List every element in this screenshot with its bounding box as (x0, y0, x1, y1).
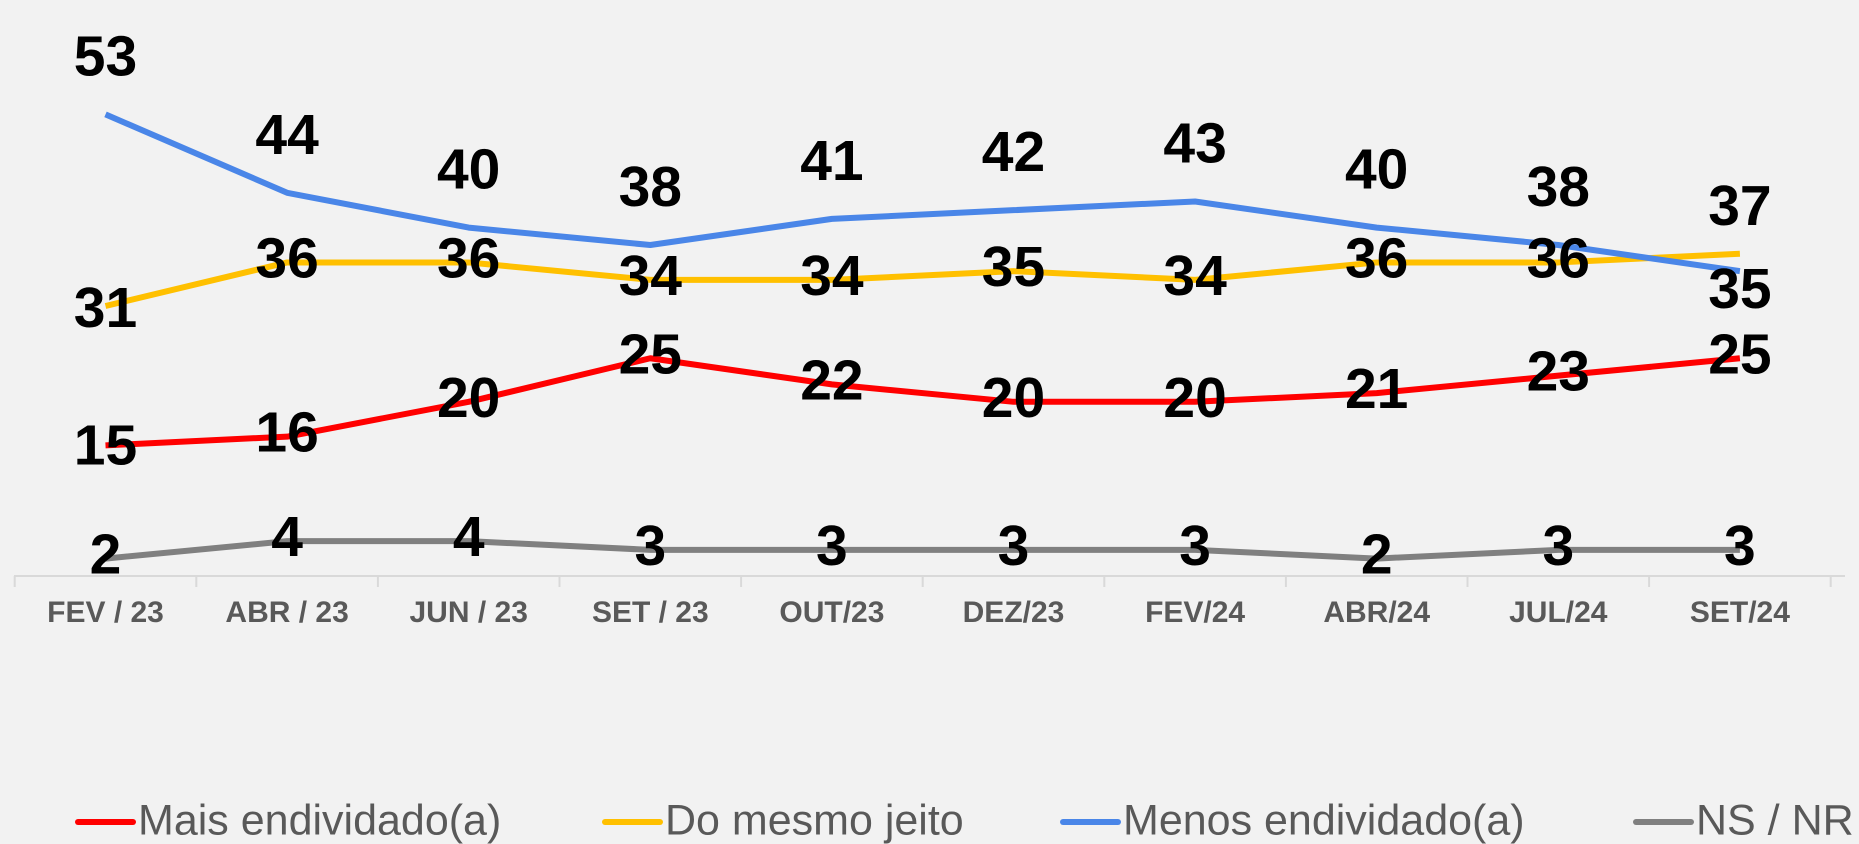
data-label: 38 (619, 155, 682, 219)
data-label: 42 (982, 120, 1045, 184)
x-tick-label: JUN / 23 (410, 596, 528, 629)
x-tick-label: FEV / 23 (47, 596, 164, 629)
x-tick-label: FEV/24 (1145, 596, 1245, 629)
data-label: 23 (1527, 340, 1590, 404)
data-label: 35 (1708, 257, 1771, 321)
data-label: 4 (271, 505, 303, 569)
data-label: 44 (255, 103, 319, 167)
x-tick-label: ABR/24 (1323, 596, 1430, 629)
data-label: 40 (437, 138, 500, 202)
series-line (105, 538, 1740, 562)
legend-label: NS / NR (1696, 796, 1854, 844)
data-label: 2 (1361, 523, 1393, 587)
x-tick-label: SET/24 (1690, 596, 1790, 629)
data-label: 15 (74, 413, 137, 477)
data-label: 40 (1345, 138, 1408, 202)
data-label: 16 (255, 401, 318, 465)
legend-label: Do mesmo jeito (665, 796, 964, 844)
data-label: 3 (634, 514, 666, 578)
data-label: 34 (619, 244, 683, 308)
data-label: 31 (74, 276, 137, 340)
data-label: 35 (982, 235, 1045, 299)
data-label: 36 (255, 227, 318, 291)
series-line (105, 355, 1741, 449)
x-tick-label: DEZ/23 (963, 596, 1065, 629)
legend-label: Menos endividado(a) (1123, 796, 1525, 844)
x-tick-label: JUL/24 (1509, 596, 1608, 629)
data-label: 20 (437, 366, 500, 430)
data-label: 4 (453, 505, 485, 569)
data-label: 3 (1542, 514, 1574, 578)
data-label: 38 (1527, 155, 1590, 219)
x-tick-label: SET / 23 (592, 596, 709, 629)
data-label: 25 (1708, 322, 1771, 386)
data-label: 20 (1163, 366, 1226, 430)
data-label: 36 (437, 227, 500, 291)
data-label: 53 (74, 24, 137, 88)
data-label: 2 (90, 523, 122, 587)
data-label: 43 (1163, 112, 1226, 176)
data-label: 41 (800, 129, 863, 193)
data-label: 37 (1708, 174, 1771, 238)
x-tick-label: ABR / 23 (225, 596, 348, 629)
data-label: 36 (1527, 227, 1590, 291)
legend-label: Mais endividado(a) (138, 796, 501, 844)
data-label: 3 (816, 514, 848, 578)
data-label: 3 (1179, 514, 1211, 578)
data-label: 22 (800, 348, 863, 412)
data-label: 3 (998, 514, 1030, 578)
data-label: 34 (800, 244, 864, 308)
data-label: 25 (619, 322, 682, 386)
x-tick-label: OUT/23 (779, 596, 884, 629)
data-label: 36 (1345, 227, 1408, 291)
data-label: 3 (1724, 514, 1756, 578)
data-label: 34 (1163, 244, 1227, 308)
series-line (104, 111, 1741, 275)
data-label: 20 (982, 366, 1045, 430)
series-line (104, 250, 1741, 309)
data-label: 21 (1345, 357, 1408, 421)
